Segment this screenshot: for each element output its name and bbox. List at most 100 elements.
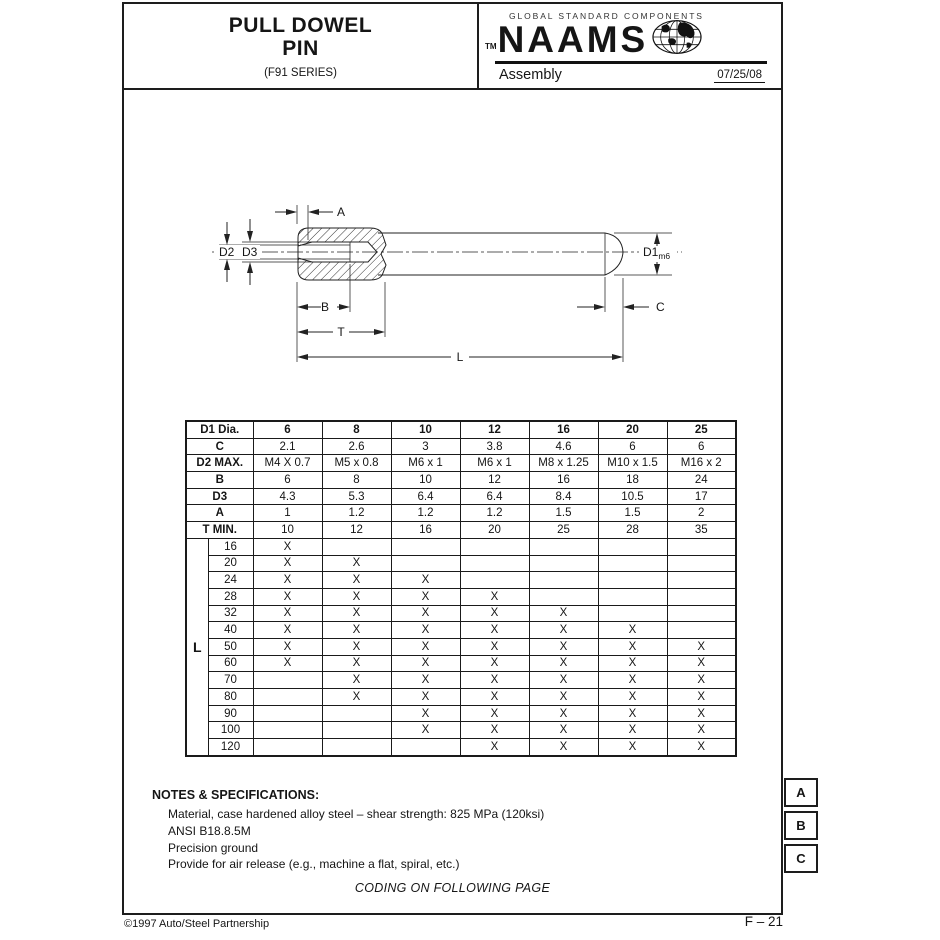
table-mark-cell: X (459, 621, 530, 639)
table-cell: M6 x 1 (390, 454, 461, 473)
pin-head-section (297, 227, 387, 281)
table-mark-cell (390, 554, 461, 573)
notes-heading: NOTES & SPECIFICATIONS: (152, 788, 320, 802)
table-cell: 6.4 (459, 487, 530, 506)
table-mark-cell: X (666, 688, 737, 706)
table-mark-cell: X (666, 704, 737, 723)
label-b: B (321, 300, 329, 314)
table-cell: 16 (390, 521, 461, 539)
table-cell: 10 (252, 521, 323, 539)
table-mark-cell: X (459, 738, 530, 757)
table-mark-cell: X (459, 604, 530, 623)
table-cell: M8 x 1.25 (528, 454, 599, 473)
table-mark-cell: X (390, 654, 461, 673)
table-row: D2 MAX. M4 X 0.7 M5 x 0.8 M6 x 1 M6 x 1 M8 x … (185, 454, 737, 473)
label-d2: D2 (219, 245, 235, 259)
table-length-cell: 120 (207, 738, 254, 757)
table-cell: 24 (666, 471, 737, 489)
table-cell: 1 (252, 504, 323, 523)
table-mark-cell: X (597, 671, 668, 689)
table-length-cell: 90 (207, 704, 254, 723)
table-mark-cell: X (597, 621, 668, 639)
table-mark-cell: X (321, 637, 392, 656)
table-cell: 12 (459, 471, 530, 489)
table-header-cell: 16 (528, 420, 599, 439)
table-mark-cell: X (459, 688, 530, 706)
table-row: A 1 1.2 1.2 1.2 1.5 1.5 2 (185, 504, 737, 523)
table-mark-cell: X (528, 704, 599, 723)
label-t: T (337, 325, 345, 339)
table-cell: 8.4 (528, 487, 599, 506)
table-length-cell: 80 (207, 688, 254, 706)
table-mark-cell (666, 587, 737, 606)
table-row: 28 X X X X (186, 587, 737, 606)
table-mark-cell (666, 621, 737, 639)
table-length-cell: 32 (207, 604, 254, 623)
table-cell: 3 (390, 437, 461, 456)
table-cell: 6 (597, 437, 668, 456)
table-mark-cell (528, 537, 599, 556)
table-mark-cell: X (390, 571, 461, 589)
table-length-cell: 60 (207, 654, 254, 673)
table-mark-cell (666, 604, 737, 623)
table-cell: 2 (666, 504, 737, 523)
side-tab-a: A (784, 778, 818, 807)
table-mark-cell (528, 554, 599, 573)
technical-drawing: D2 D3 A B T L C D1m6 (212, 205, 682, 364)
table-row: C 2.1 2.6 3 3.8 4.6 6 6 (185, 437, 737, 456)
table-mark-cell: X (321, 571, 392, 589)
category-label: Assembly (499, 67, 562, 83)
table-mark-cell (252, 721, 323, 740)
notes-list: Material, case hardened alloy steel – sh… (168, 806, 544, 873)
table-mark-cell (252, 688, 323, 706)
table-header-cell: 6 (252, 420, 323, 439)
table-cell: M16 x 2 (666, 454, 737, 473)
table-cell: 6 (252, 471, 323, 489)
table-cell: 1.2 (459, 504, 530, 523)
table-row: B 6 8 10 12 16 18 24 (185, 471, 737, 489)
table-mark-cell: X (390, 637, 461, 656)
table-mark-cell: X (528, 621, 599, 639)
page-border (122, 2, 783, 915)
table-header-cell: 10 (390, 420, 461, 439)
table-cell: 2.1 (252, 437, 323, 456)
globe-icon (652, 20, 702, 54)
trademark-label: TM (485, 42, 497, 51)
table-cell: 12 (321, 521, 392, 539)
dim-B (297, 304, 350, 310)
brand-row: TM NAAMS (485, 19, 773, 58)
table-mark-cell (321, 537, 392, 556)
table-mark-cell: X (390, 604, 461, 623)
table-mark-cell: X (252, 637, 323, 656)
table-mark-cell: X (528, 604, 599, 623)
table-mark-cell: X (528, 738, 599, 757)
revision-date: 07/25/08 (714, 69, 765, 83)
dim-D1 (654, 233, 660, 275)
dim-C (577, 304, 649, 310)
label-c: C (656, 300, 665, 314)
table-length-cell: 70 (207, 671, 254, 689)
brand-tagline: GLOBAL STANDARD COMPONENTS (509, 11, 704, 21)
table-length-cell: 24 (207, 571, 254, 589)
table-mark-cell: X (459, 704, 530, 723)
table-mark-cell (597, 537, 668, 556)
dim-D2-D3 (224, 219, 253, 285)
table-mark-cell: X (252, 587, 323, 606)
table-row-label: T MIN. (185, 521, 254, 539)
table-row-label: D3 (185, 487, 254, 506)
table-row-label: A (185, 504, 254, 523)
table-mark-cell (459, 554, 530, 573)
table-header-cell: 20 (597, 420, 668, 439)
table-row: 60 X X X X X X X (186, 654, 737, 673)
table-row: T MIN. 10 12 16 20 25 28 35 (185, 521, 737, 539)
table-mark-cell: X (321, 587, 392, 606)
table-mark-cell: X (390, 671, 461, 689)
table-cell: 5.3 (321, 487, 392, 506)
table-mark-cell: X (597, 637, 668, 656)
table-mark-cell (666, 571, 737, 589)
table-cell: 35 (666, 521, 737, 539)
dim-A (275, 209, 333, 215)
label-l: L (457, 350, 464, 364)
table-row: D3 4.3 5.3 6.4 6.4 8.4 10.5 17 (185, 487, 737, 506)
table-mark-cell: X (597, 721, 668, 740)
